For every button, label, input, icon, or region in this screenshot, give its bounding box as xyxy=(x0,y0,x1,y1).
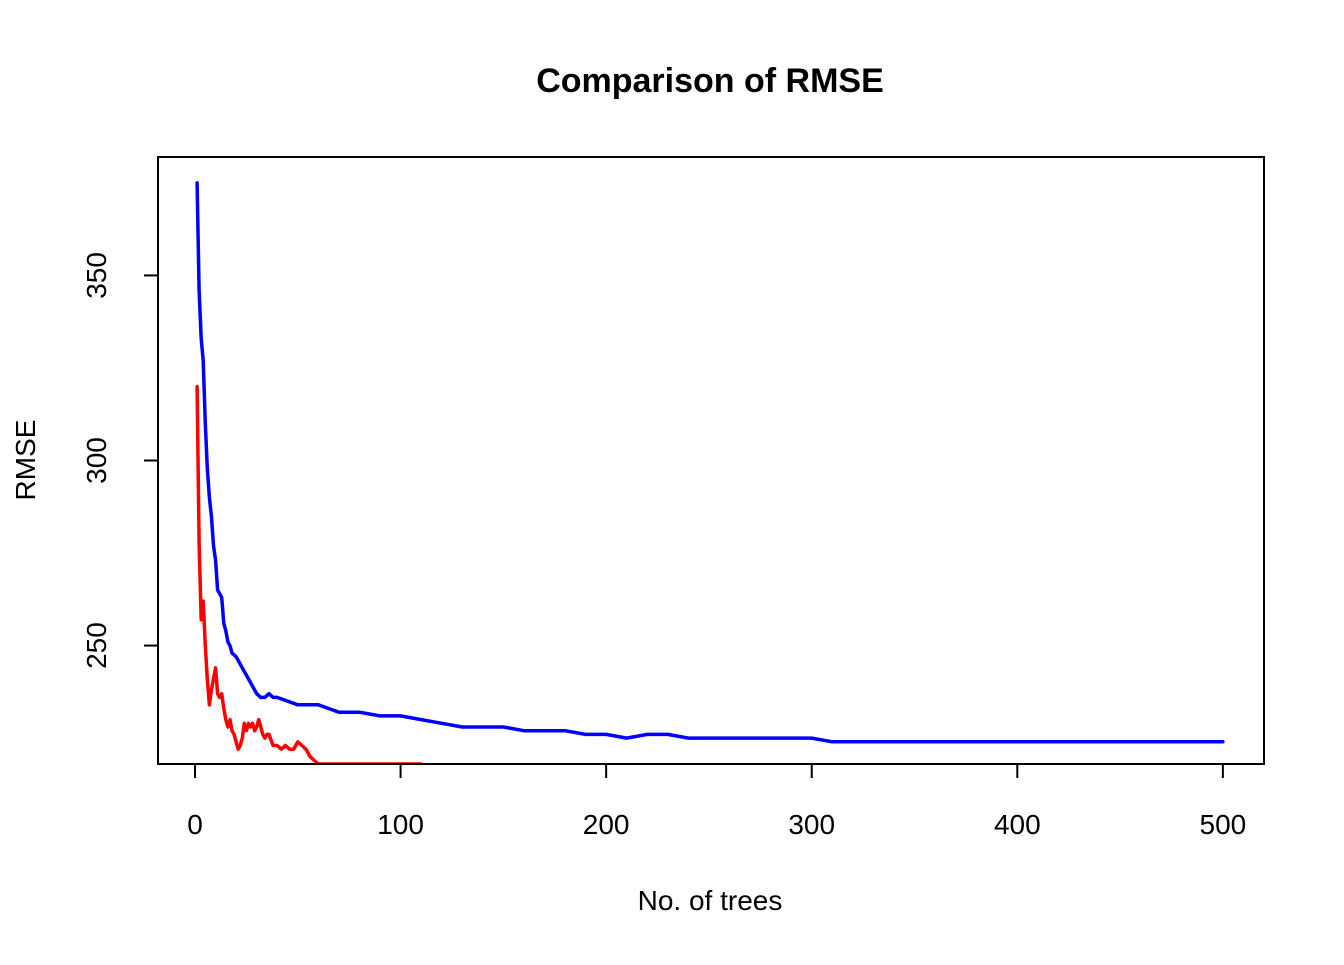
plot-frame xyxy=(157,156,1265,765)
series-layer xyxy=(195,181,1225,764)
series-line-1 xyxy=(195,181,1225,744)
y-tick-label-250: 250 xyxy=(81,622,112,669)
x-tick-label-200: 200 xyxy=(583,809,630,840)
x-tick-label-100: 100 xyxy=(377,809,424,840)
y-tick-label-300: 300 xyxy=(81,437,112,484)
y-axis: 250 300 350 xyxy=(81,252,159,669)
x-tick-label-0: 0 xyxy=(187,809,203,840)
chart-title: Comparison of RMSE xyxy=(536,62,884,100)
x-tick-label-400: 400 xyxy=(994,809,1041,840)
x-axis: 0 100 200 300 400 500 xyxy=(187,763,1247,840)
x-tick-label-500: 500 xyxy=(1200,809,1247,840)
x-tick-label-300: 300 xyxy=(788,809,835,840)
series-line-2 xyxy=(195,384,423,764)
x-axis-label: No. of trees xyxy=(638,885,783,916)
y-tick-label-350: 350 xyxy=(81,252,112,299)
y-axis-label: RMSE xyxy=(10,420,41,501)
